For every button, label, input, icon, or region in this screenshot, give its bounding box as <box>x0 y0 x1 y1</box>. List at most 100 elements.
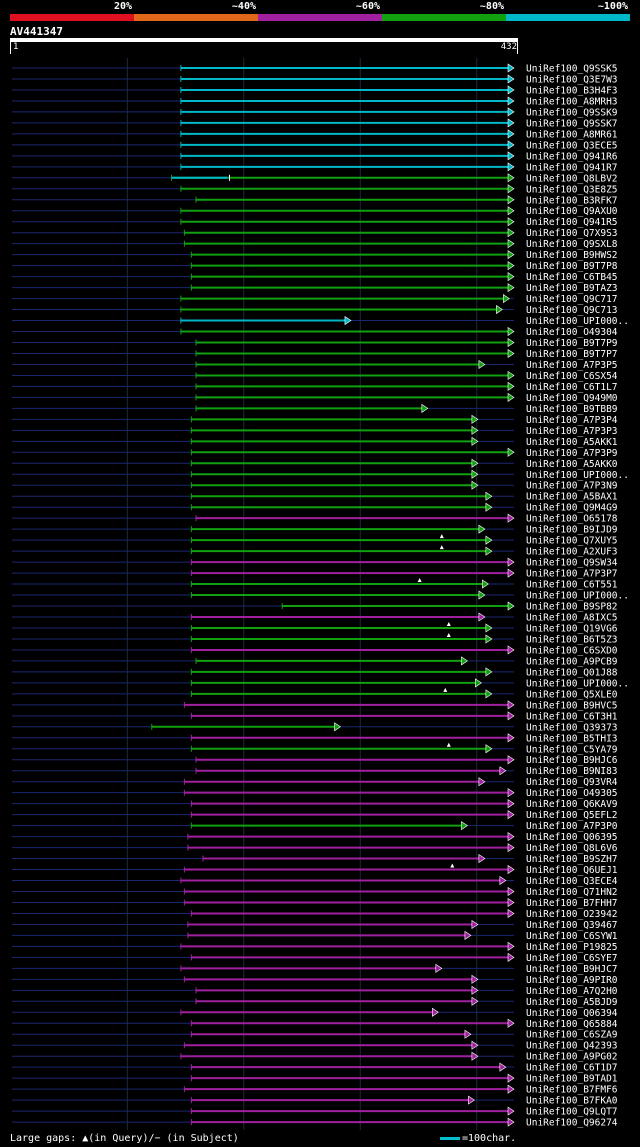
hit-arrow <box>507 1106 515 1116</box>
hit-arrow <box>485 491 493 501</box>
hit-label: UniRef100_P19825 <box>526 942 618 953</box>
hit-arrow <box>507 1018 515 1028</box>
hit-arrow <box>478 359 486 370</box>
hit-label: UniRef100_Q7X9S3 <box>526 228 618 239</box>
legend-label-2: ~60% <box>355 1 380 12</box>
hit-arrow <box>478 590 486 600</box>
hit-label: UniRef100_A5BAX1 <box>526 492 618 503</box>
hit-label: UniRef100_B5THI3 <box>526 733 618 744</box>
hit-arrow <box>507 788 515 798</box>
hit-label: UniRef100_Q9LQT7 <box>526 1107 618 1118</box>
hit-label: UniRef100_A9PG02 <box>526 1052 618 1063</box>
hit-label: UniRef100_B7FKA0 <box>526 1096 618 1107</box>
hit-arrow <box>507 96 515 106</box>
hit-label: UniRef100_Q3E8Z5 <box>526 184 618 195</box>
hit-label: UniRef100_Q01J88 <box>526 667 618 678</box>
hit-label: UniRef100_Q9SW34 <box>526 558 618 569</box>
hit-arrow <box>503 294 510 304</box>
hit-arrow <box>507 952 515 962</box>
scale-text: =100char. <box>462 1133 517 1144</box>
hit-label: UniRef100_B9HJC6 <box>526 755 618 766</box>
hit-label: UniRef100_Q19VG6 <box>526 623 618 634</box>
hit-label: UniRef100_B9TBB9 <box>526 404 618 415</box>
hit-label: UniRef100_A5BJD9 <box>526 997 618 1008</box>
hit-arrow <box>507 843 515 853</box>
query-gap-marker <box>417 578 422 583</box>
hit-arrow <box>334 722 341 732</box>
hit-label: UniRef100_A8IXC5 <box>526 613 618 624</box>
hit-arrow <box>507 370 515 381</box>
hit-arrow <box>485 744 493 754</box>
hit-label: UniRef100_Q3E7W3 <box>526 74 618 85</box>
hit-arrow <box>507 381 515 391</box>
hit-label: UniRef100_Q93VR4 <box>526 777 618 788</box>
query-gap-marker <box>446 621 451 626</box>
query-gap-marker <box>446 742 451 747</box>
hit-arrow <box>507 568 515 578</box>
hit-label: UniRef100_A9PCB9 <box>526 656 618 667</box>
hit-arrow <box>464 1029 472 1039</box>
hit-label: UniRef100_A7P3P9 <box>526 448 618 459</box>
hit-label: UniRef100_UPI000.. <box>526 316 629 327</box>
query-gap-marker <box>439 534 444 539</box>
hit-arrow <box>507 173 515 183</box>
hit-label: UniRef100_Q65884 <box>526 1019 618 1030</box>
hit-label: UniRef100_B9HWS2 <box>526 250 618 261</box>
hit-label: UniRef100_B3RFK7 <box>526 195 618 206</box>
identity-legend: 20% ~40% ~60% ~80% ~100% <box>10 0 630 24</box>
hit-arrow <box>471 458 479 468</box>
hit-label: UniRef100_B9NI83 <box>526 766 618 777</box>
hit-arrow <box>507 348 515 359</box>
hit-label: UniRef100_A7P3P7 <box>526 569 618 580</box>
hit-arrow <box>478 612 486 622</box>
hit-label: UniRef100_Q71HN2 <box>526 887 618 898</box>
hit-label: UniRef100_Q5XLE0 <box>526 689 618 700</box>
hit-label: UniRef100_Q3ECE4 <box>526 876 618 887</box>
hit-arrow <box>507 261 515 271</box>
hit-arrow <box>485 546 493 556</box>
hit-label: UniRef100_B9TAD1 <box>526 1074 618 1085</box>
hit-label: UniRef100_B9HVC5 <box>526 700 618 711</box>
hit-label: UniRef100_Q6KAV9 <box>526 799 618 810</box>
hit-arrow <box>485 667 493 677</box>
hit-arrow <box>471 414 479 424</box>
hit-label: UniRef100_C6SXD0 <box>526 645 618 656</box>
hit-label: UniRef100_Q06395 <box>526 832 618 843</box>
hit-arrow <box>496 304 503 315</box>
hit-label: UniRef100_A7P3P5 <box>526 360 618 371</box>
legend-bar-3 <box>382 14 506 21</box>
legend-bar-0 <box>10 14 134 21</box>
hit-label: UniRef100_Q941R6 <box>526 151 618 162</box>
hit-label: UniRef100_C6T1L7 <box>526 382 618 393</box>
hit-arrow <box>482 579 489 589</box>
hit-arrow <box>507 755 515 765</box>
hit-label: UniRef100_O65178 <box>526 514 618 525</box>
hit-arrow <box>507 700 515 710</box>
hit-label: UniRef100_Q6UEJ1 <box>526 865 618 876</box>
hit-label: UniRef100_B7FHH7 <box>526 898 618 909</box>
hit-arrow <box>507 129 515 139</box>
hit-arrow <box>421 403 429 413</box>
hit-arrow <box>471 1040 479 1050</box>
hit-label: UniRef100_Q42393 <box>526 1041 618 1052</box>
hit-arrow <box>464 930 472 940</box>
hit-arrow <box>471 469 479 479</box>
hit-arrow <box>471 919 479 930</box>
hit-label: UniRef100_C6T3H1 <box>526 711 618 722</box>
hit-label: UniRef100_B9SZH7 <box>526 854 618 865</box>
hit-label: UniRef100_B9T7P7 <box>526 349 618 360</box>
hit-arrow <box>507 1084 515 1094</box>
hit-label: UniRef100_UPI000.. <box>526 470 629 481</box>
hit-arrow <box>507 151 515 161</box>
hit-arrow <box>507 908 515 919</box>
ruler-ticks <box>10 42 518 54</box>
hit-label: UniRef100_O23942 <box>526 909 618 920</box>
hit-arrow <box>471 425 479 435</box>
hit-label: UniRef100_A8MRH3 <box>526 96 618 107</box>
hit-arrow <box>499 875 507 886</box>
hit-label: UniRef100_C6TB45 <box>526 272 618 283</box>
hit-arrow <box>507 886 515 897</box>
hit-label: UniRef100_A7Q2H0 <box>526 986 618 997</box>
hit-arrow <box>507 1117 515 1127</box>
hit-arrow <box>507 392 515 402</box>
